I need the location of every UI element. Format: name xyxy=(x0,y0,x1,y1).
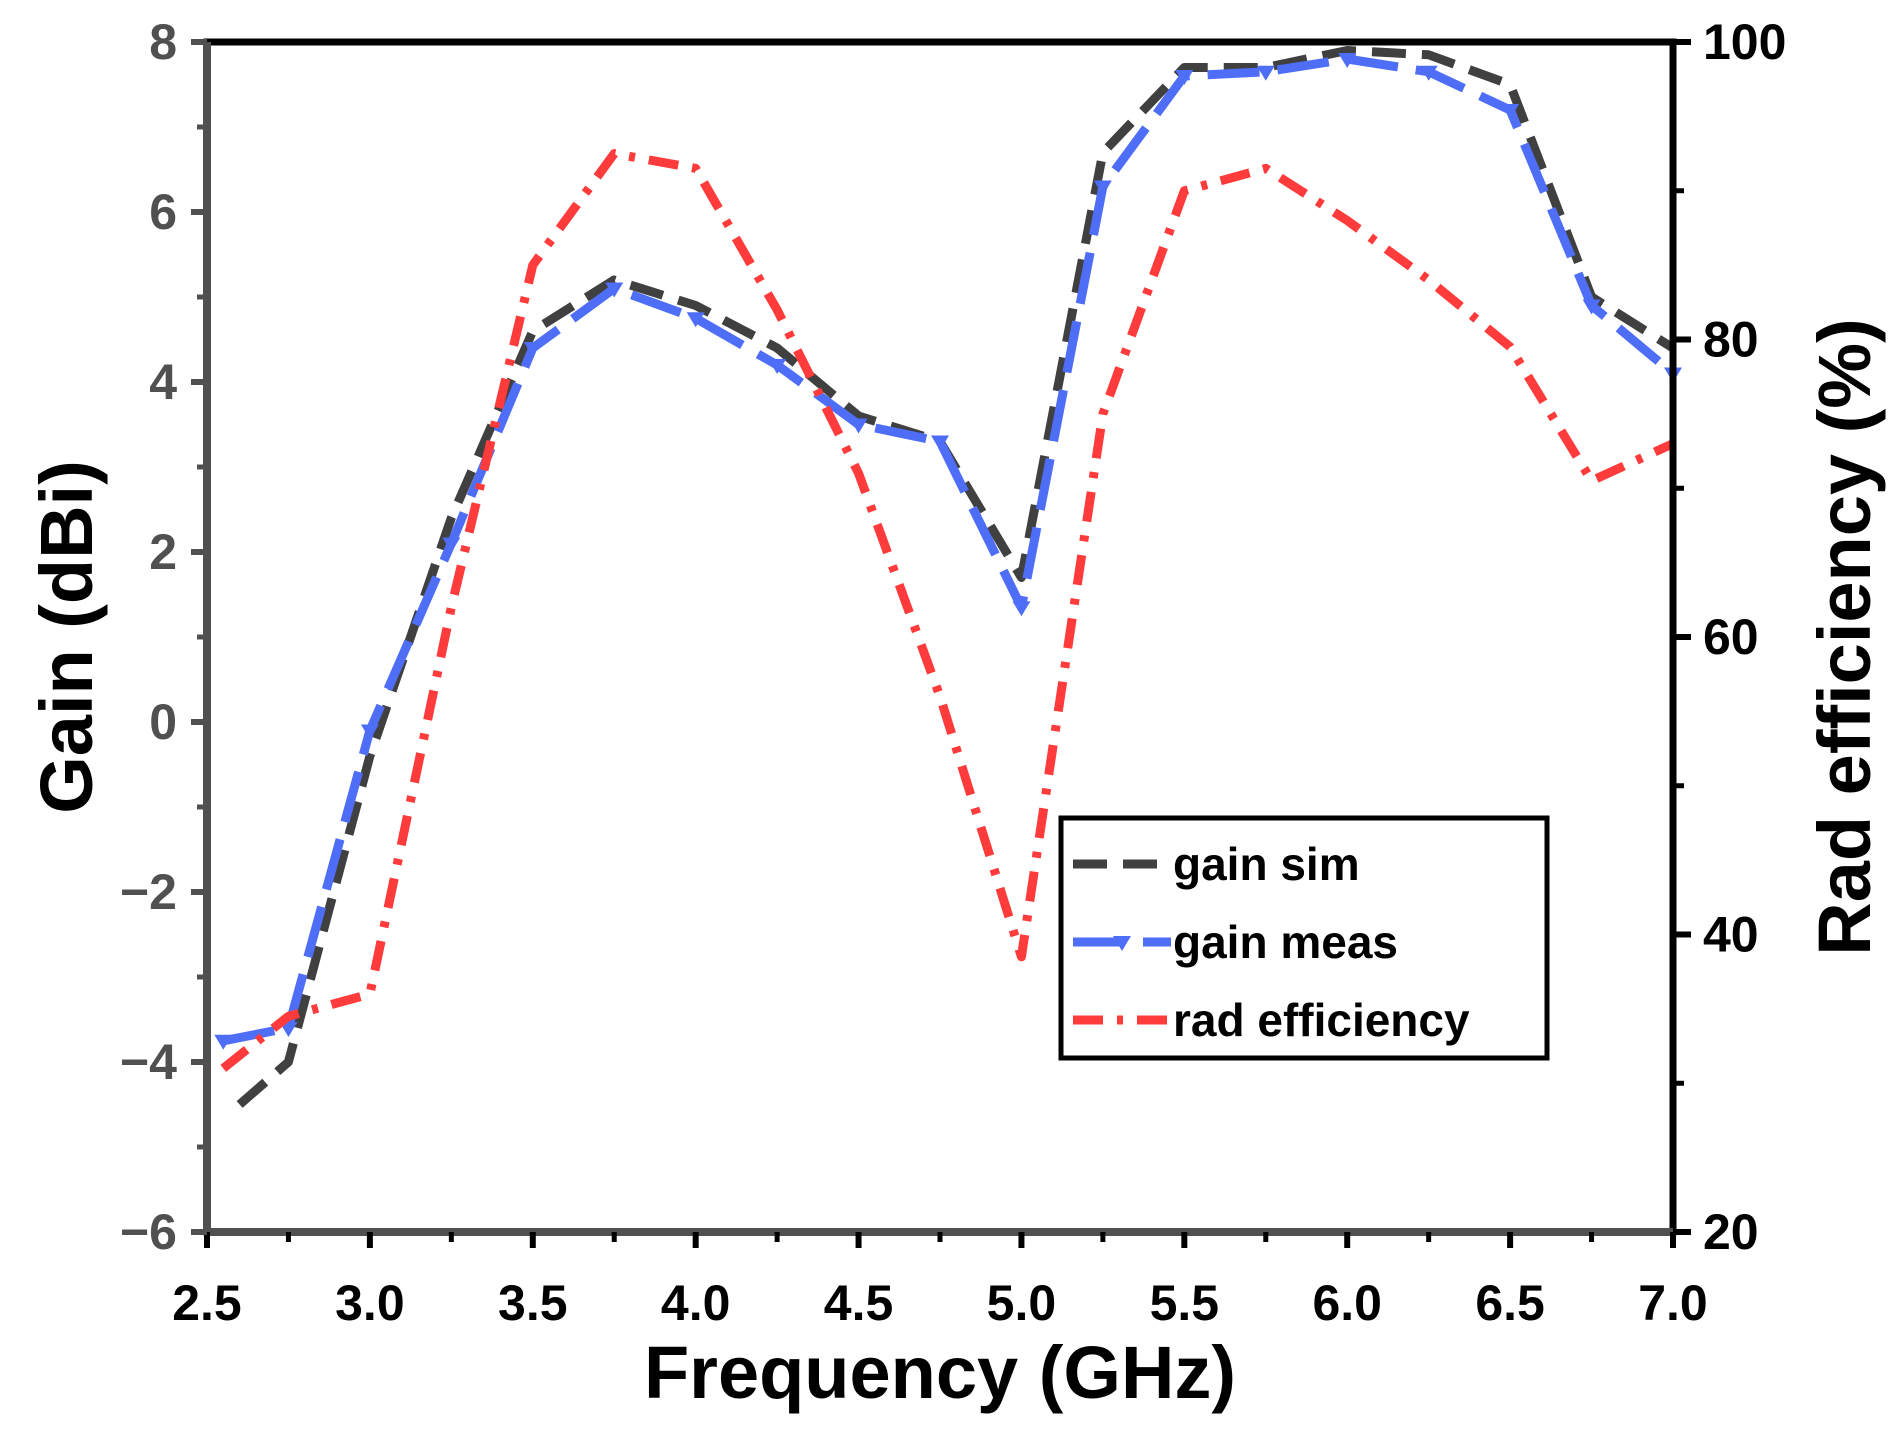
x-tick-label: 6.0 xyxy=(1312,1275,1382,1331)
legend: gain sim gain meas rad efficiency xyxy=(1058,815,1550,1061)
data-point-gain-meas xyxy=(1501,104,1520,119)
x-tick-label: 6.5 xyxy=(1475,1275,1545,1331)
y-axis-right-label: Rad efficiency (%) xyxy=(1803,318,1886,955)
y-left-tick-label: 0 xyxy=(149,694,177,750)
y-right-tick-label: 80 xyxy=(1703,312,1759,368)
x-tick-label: 5.5 xyxy=(1150,1275,1220,1331)
data-point-gain-meas xyxy=(849,418,868,434)
data-point-gain-meas xyxy=(1012,601,1031,617)
y-axis-left-label: Gain (dBi) xyxy=(25,460,108,814)
x-tick-label: 5.0 xyxy=(987,1275,1057,1331)
data-point-gain-meas xyxy=(1256,65,1275,81)
data-point-gain-meas xyxy=(523,342,542,357)
data-point-gain-meas xyxy=(1338,53,1357,68)
data-point-gain-meas xyxy=(360,724,379,740)
x-tick-label: 7.0 xyxy=(1638,1275,1708,1331)
data-point-gain-meas xyxy=(1419,65,1438,81)
legend-label: gain meas xyxy=(1173,916,1398,968)
data-point-gain-meas xyxy=(214,1034,233,1050)
x-tick-label: 3.5 xyxy=(498,1275,568,1331)
x-axis-label: Frequency (GHz) xyxy=(644,1331,1236,1414)
y-left-tick-label: 6 xyxy=(149,184,177,240)
tick-layer: 2.5 3.0 3.5 4.0 4.5 5.0 5.5 6.0 6.5 7.0 −6 −4 −2 0 2 4 6… xyxy=(120,14,1786,1331)
data-point-gain-meas xyxy=(605,282,624,298)
y-left-tick-label: 4 xyxy=(149,354,177,410)
data-point-gain-meas xyxy=(931,435,949,451)
data-point-gain-meas xyxy=(768,359,787,374)
y-right-tick-label: 40 xyxy=(1703,907,1759,963)
legend-items: gain sim gain meas rad efficiency xyxy=(1073,838,1470,1046)
x-tick-label: 2.5 xyxy=(172,1275,242,1331)
legend-label: gain sim xyxy=(1173,838,1360,890)
y-right-tick-label: 100 xyxy=(1703,14,1786,70)
data-point-gain-meas xyxy=(279,1022,298,1037)
y-left-tick-label: −2 xyxy=(120,864,177,920)
x-tick-label: 3.0 xyxy=(335,1275,405,1331)
y-left-tick-label: −6 xyxy=(120,1204,177,1260)
legend-label: rad efficiency xyxy=(1173,994,1470,1046)
data-point-gain-meas xyxy=(442,537,461,553)
y-left-tick-label: 2 xyxy=(149,524,177,580)
data-point-gain-meas xyxy=(1093,180,1112,196)
y-left-tick-label: 8 xyxy=(149,14,177,70)
data-point-gain-meas xyxy=(686,312,705,328)
y-right-tick-label: 60 xyxy=(1703,609,1759,665)
data-point-gain-meas xyxy=(1582,299,1601,315)
data-point-gain-meas xyxy=(1175,70,1194,85)
y-right-tick-label: 20 xyxy=(1703,1204,1759,1260)
y-left-tick-label: −4 xyxy=(120,1034,177,1090)
x-tick-label: 4.0 xyxy=(661,1275,731,1331)
x-tick-label: 4.5 xyxy=(824,1275,894,1331)
legend-marker-gain-meas xyxy=(1113,936,1131,951)
